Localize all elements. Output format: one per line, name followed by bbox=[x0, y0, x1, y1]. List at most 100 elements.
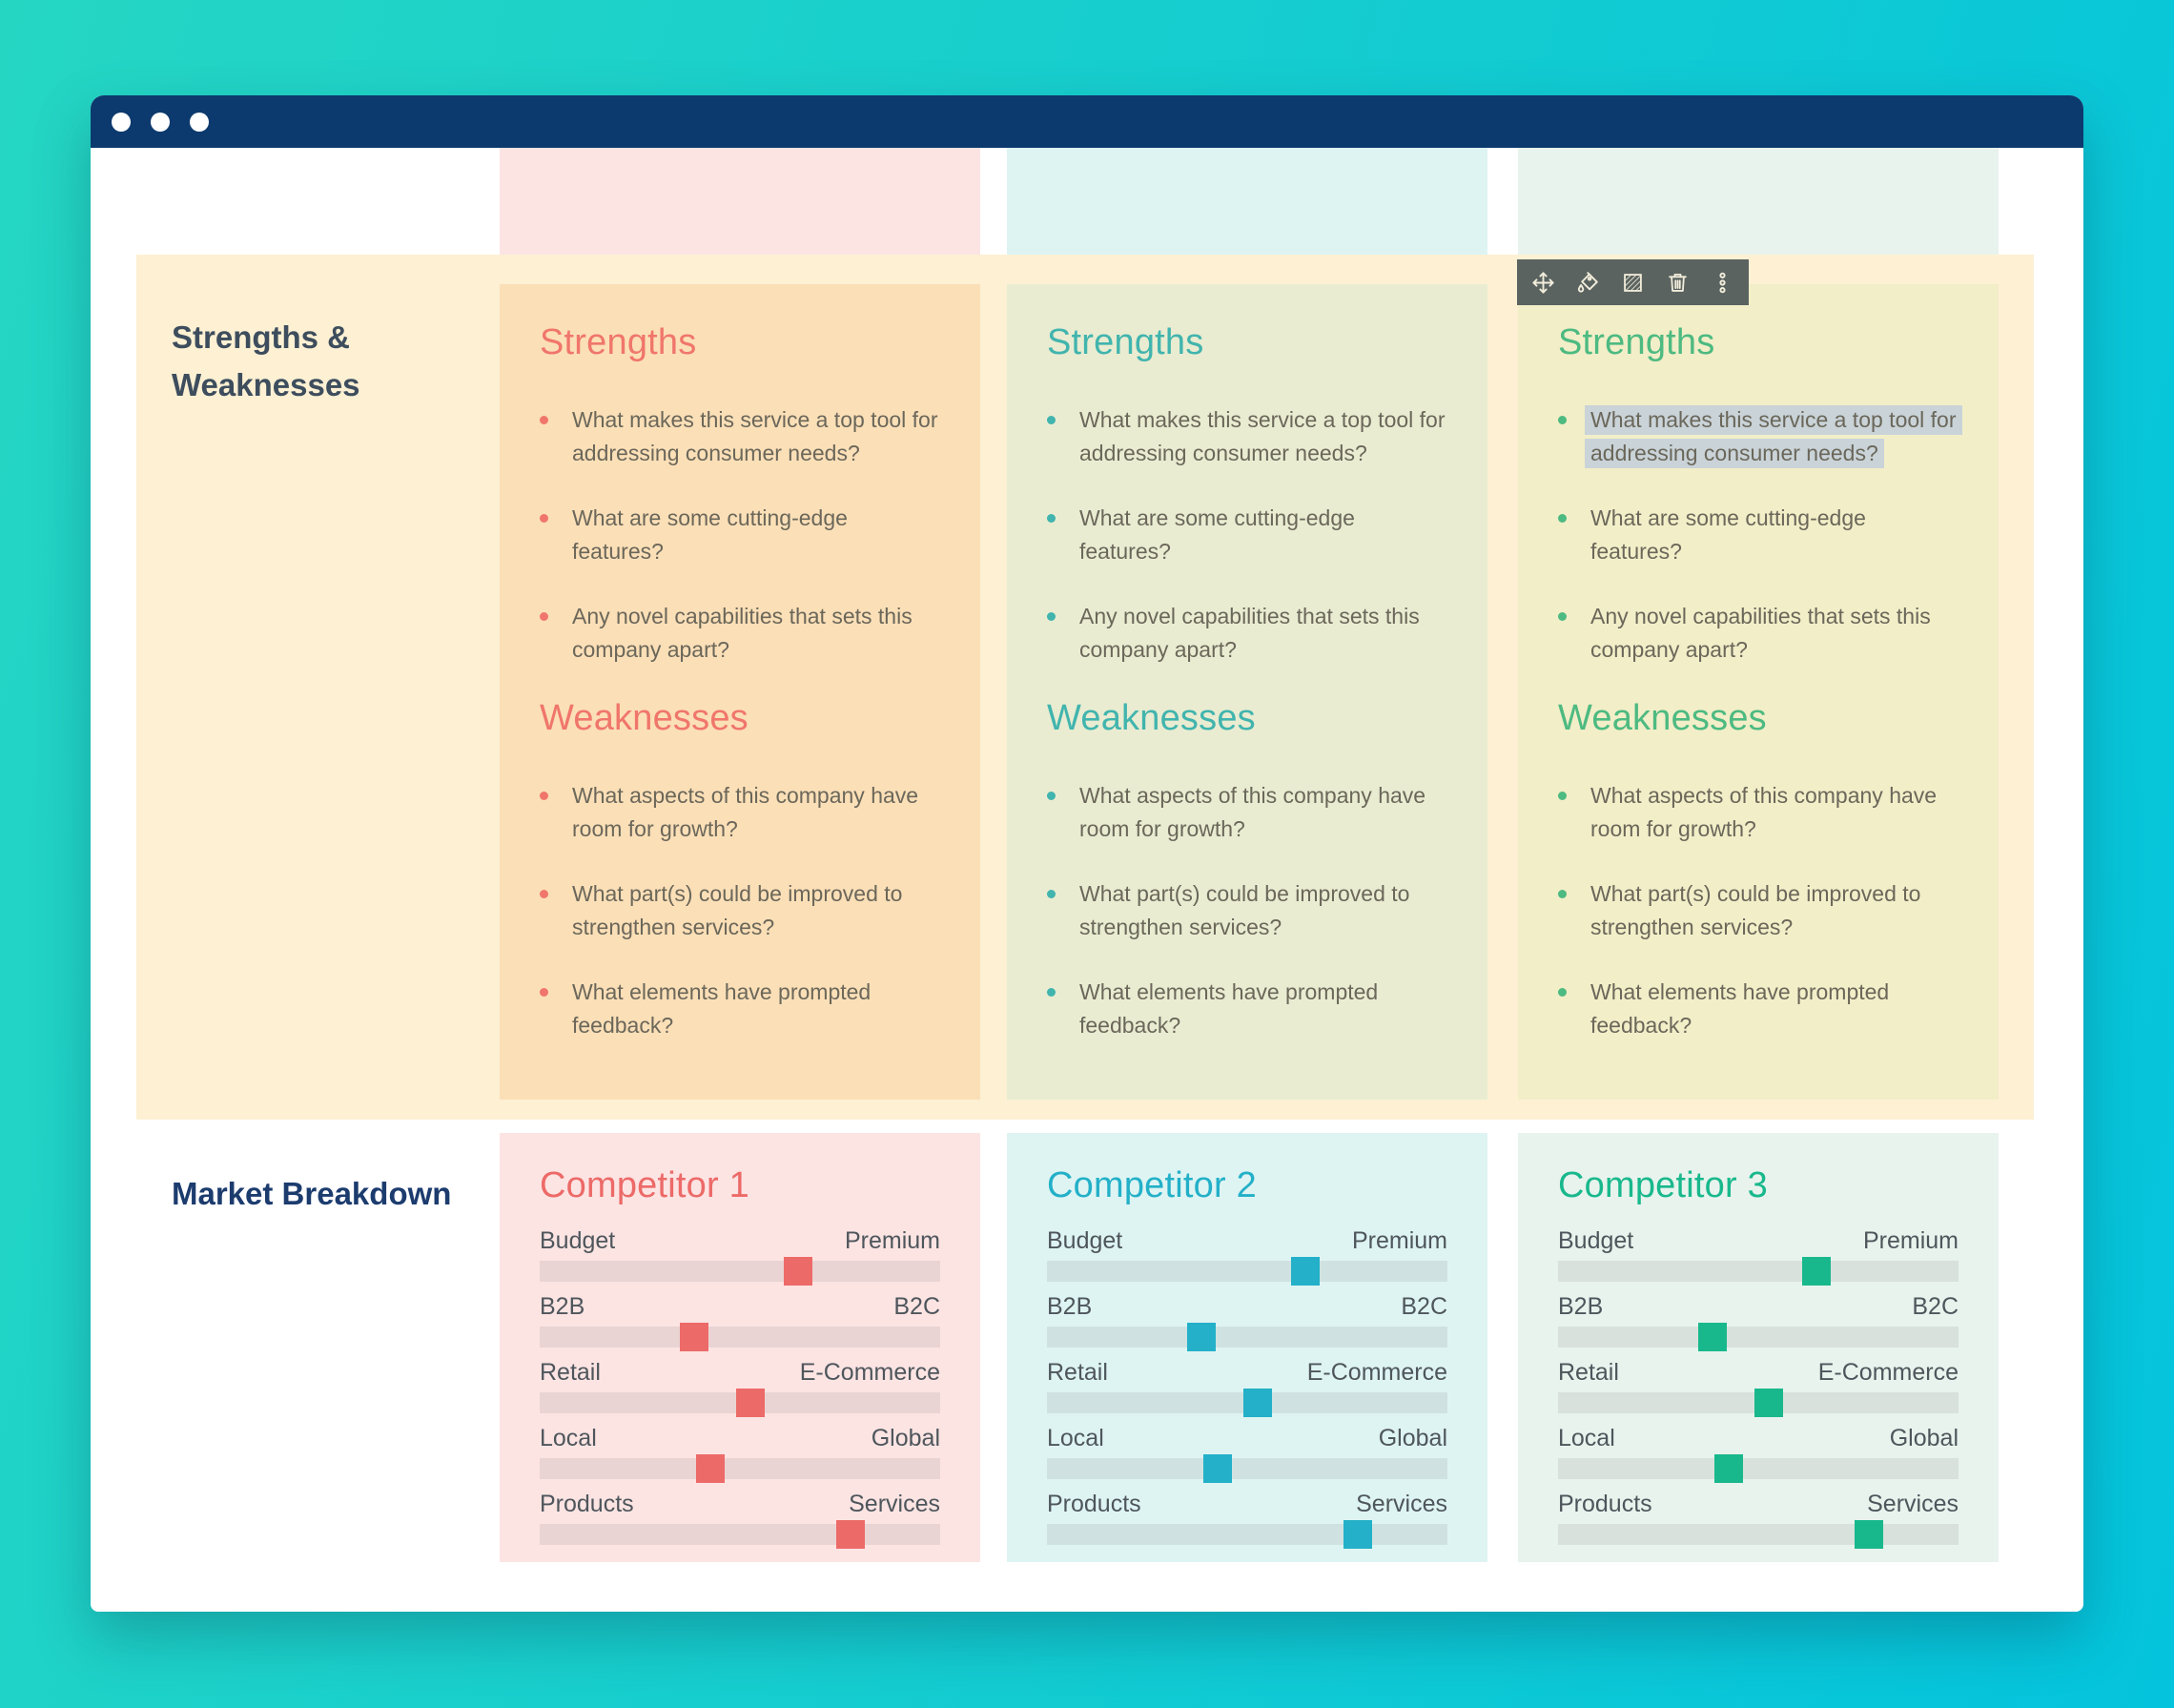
slider-handle[interactable] bbox=[1801, 1257, 1831, 1286]
bullet-dot-icon bbox=[1047, 612, 1056, 621]
list-item: What are some cutting-edge features? bbox=[540, 502, 940, 568]
slider-track[interactable] bbox=[540, 1257, 940, 1286]
window-control-dot[interactable] bbox=[190, 112, 209, 132]
weaknesses-heading: Weaknesses bbox=[540, 698, 749, 738]
slider-row: Retail E-Commerce bbox=[1558, 1359, 1959, 1417]
slider-right-label: Services bbox=[1356, 1491, 1447, 1517]
bullet-text: What makes this service a top tool for a… bbox=[1079, 407, 1446, 465]
slider-left-label: Budget bbox=[1047, 1227, 1123, 1254]
list-item: What aspects of this company have room f… bbox=[1047, 779, 1447, 846]
slider-right-label: B2C bbox=[1912, 1293, 1959, 1320]
slider-track[interactable] bbox=[540, 1454, 940, 1483]
window-titlebar bbox=[91, 95, 2083, 148]
bullet-text: What elements have prompted feedback? bbox=[572, 979, 872, 1038]
slider-track[interactable] bbox=[1558, 1454, 1959, 1483]
slider-track[interactable] bbox=[1047, 1257, 1447, 1286]
slider-right-label: Services bbox=[849, 1491, 940, 1517]
window-control-dot[interactable] bbox=[151, 112, 170, 132]
bullet-dot-icon bbox=[540, 792, 548, 800]
list-item: What makes this service a top tool for a… bbox=[1047, 403, 1447, 470]
slider-handle[interactable] bbox=[1754, 1389, 1783, 1417]
slider-left-label: B2B bbox=[540, 1293, 585, 1320]
slider-handle[interactable] bbox=[1854, 1520, 1883, 1549]
app-window: Strengths & Weaknesses Strengths What ma… bbox=[91, 95, 2083, 1612]
slider-handle[interactable] bbox=[695, 1454, 725, 1483]
list-item: Any novel capabilities that sets this co… bbox=[540, 600, 940, 667]
slider-left-label: Retail bbox=[540, 1359, 601, 1386]
slider-row: Local Global bbox=[1558, 1425, 1959, 1483]
bullet-dot-icon bbox=[1047, 890, 1056, 898]
slider-track[interactable] bbox=[1558, 1520, 1959, 1549]
slider-handle[interactable] bbox=[1697, 1323, 1727, 1351]
window-control-dot[interactable] bbox=[112, 112, 131, 132]
list-item: What elements have prompted feedback? bbox=[540, 976, 940, 1042]
slider-row: B2B B2C bbox=[1558, 1293, 1959, 1351]
slider-left-label: Budget bbox=[540, 1227, 616, 1254]
list-item: Any novel capabilities that sets this co… bbox=[1558, 600, 1959, 667]
list-item: What aspects of this company have room f… bbox=[1558, 779, 1959, 846]
slider-row: Local Global bbox=[1047, 1425, 1447, 1483]
slider-row: Retail E-Commerce bbox=[540, 1359, 940, 1417]
slider-track[interactable] bbox=[1047, 1323, 1447, 1351]
strengths-weaknesses-panel: Strengths & Weaknesses Strengths What ma… bbox=[136, 255, 2034, 1120]
strengths-weaknesses-card-1[interactable]: Strengths What makes this service a top … bbox=[500, 284, 980, 1100]
trash-icon[interactable] bbox=[1658, 262, 1698, 302]
slider-right-label: B2C bbox=[893, 1293, 940, 1320]
more-options-icon[interactable] bbox=[1703, 262, 1743, 302]
paint-fill-icon[interactable] bbox=[1569, 262, 1609, 302]
slider-handle[interactable] bbox=[679, 1323, 708, 1351]
slider-handle[interactable] bbox=[783, 1257, 812, 1286]
bullet-dot-icon bbox=[540, 890, 548, 898]
bullet-dot-icon bbox=[1047, 514, 1056, 523]
section-label-market-breakdown: Market Breakdown bbox=[172, 1176, 452, 1211]
slider-handle[interactable] bbox=[1202, 1454, 1232, 1483]
move-icon[interactable] bbox=[1524, 262, 1564, 302]
slider-row: B2B B2C bbox=[540, 1293, 940, 1351]
slider-right-label: B2C bbox=[1401, 1293, 1447, 1320]
bullet-dot-icon bbox=[1047, 416, 1056, 424]
bullet-dot-icon bbox=[540, 416, 548, 424]
slider-handle[interactable] bbox=[1343, 1520, 1372, 1549]
slider-handle[interactable] bbox=[1186, 1323, 1216, 1351]
slider-left-label: B2B bbox=[1047, 1293, 1093, 1320]
slider-track[interactable] bbox=[540, 1323, 940, 1351]
bullet-dot-icon bbox=[1047, 988, 1056, 997]
bullet-text: What part(s) could be improved to streng… bbox=[1079, 881, 1410, 939]
bullet-dot-icon bbox=[1558, 416, 1567, 424]
slider-row: Retail E-Commerce bbox=[1047, 1359, 1447, 1417]
market-card-competitor-3[interactable]: Competitor 3 Budget Premium B2B B2C Reta… bbox=[1518, 1133, 1999, 1562]
slider-handle[interactable] bbox=[835, 1520, 865, 1549]
competitor-3-column-strip bbox=[1518, 148, 1999, 255]
market-card-competitor-2[interactable]: Competitor 2 Budget Premium B2B B2C Reta… bbox=[1007, 1133, 1487, 1562]
slider-left-label: Budget bbox=[1558, 1227, 1634, 1254]
bullet-dot-icon bbox=[1558, 890, 1567, 898]
slider-handle[interactable] bbox=[1242, 1389, 1272, 1417]
slider-handle[interactable] bbox=[1713, 1454, 1743, 1483]
slider-track[interactable] bbox=[1047, 1389, 1447, 1417]
slider-right-label: E-Commerce bbox=[1306, 1359, 1447, 1386]
slider-handle[interactable] bbox=[1290, 1257, 1320, 1286]
slider-row: Products Services bbox=[540, 1491, 940, 1549]
slider-row: Budget Premium bbox=[1047, 1227, 1447, 1286]
list-item: What part(s) could be improved to streng… bbox=[1047, 877, 1447, 944]
slider-track[interactable] bbox=[540, 1389, 940, 1417]
slider-handle[interactable] bbox=[735, 1389, 765, 1417]
slider-track[interactable] bbox=[1558, 1257, 1959, 1286]
bullet-dot-icon bbox=[1047, 792, 1056, 800]
pattern-icon[interactable] bbox=[1613, 262, 1653, 302]
market-card-competitor-1[interactable]: Competitor 1 Budget Premium B2B B2C Reta… bbox=[500, 1133, 980, 1562]
list-item: Any novel capabilities that sets this co… bbox=[1047, 600, 1447, 667]
weaknesses-heading: Weaknesses bbox=[1047, 698, 1256, 738]
bullet-text: What aspects of this company have room f… bbox=[1590, 783, 1938, 841]
slider-track[interactable] bbox=[1558, 1389, 1959, 1417]
weaknesses-group: Weaknesses What aspects of this company … bbox=[1558, 698, 1959, 1042]
strengths-weaknesses-card-3[interactable]: Strengths What makes this service a top … bbox=[1518, 284, 1999, 1100]
slider-row: Local Global bbox=[540, 1425, 940, 1483]
slider-track[interactable] bbox=[1558, 1323, 1959, 1351]
slider-track[interactable] bbox=[540, 1520, 940, 1549]
bullet-text: What aspects of this company have room f… bbox=[572, 783, 919, 841]
strengths-weaknesses-card-2[interactable]: Strengths What makes this service a top … bbox=[1007, 284, 1487, 1100]
slider-right-label: Global bbox=[1378, 1425, 1447, 1451]
slider-track[interactable] bbox=[1047, 1454, 1447, 1483]
slider-track[interactable] bbox=[1047, 1520, 1447, 1549]
